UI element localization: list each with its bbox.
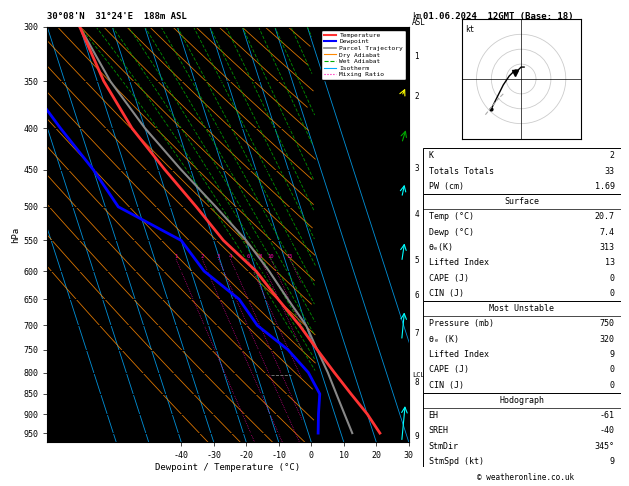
Text: EH: EH: [428, 411, 438, 420]
Text: 3: 3: [217, 254, 220, 259]
Text: 2: 2: [201, 254, 204, 259]
Text: 7.4: 7.4: [600, 228, 615, 237]
Text: 6: 6: [246, 254, 250, 259]
Bar: [423, 148, 621, 194]
Text: 1: 1: [174, 254, 177, 259]
Text: 9: 9: [610, 457, 615, 466]
Text: 1: 1: [415, 52, 419, 61]
Text: 8: 8: [415, 379, 419, 387]
Text: km: km: [412, 12, 421, 21]
Text: 345°: 345°: [595, 442, 615, 451]
Text: 30°08'N  31°24'E  188m ASL: 30°08'N 31°24'E 188m ASL: [47, 12, 187, 21]
Text: 2: 2: [610, 151, 615, 160]
Text: StmDir: StmDir: [428, 442, 459, 451]
Text: Surface: Surface: [504, 197, 539, 206]
Text: 0: 0: [610, 381, 615, 390]
Bar: [423, 393, 621, 469]
Text: Temp (°C): Temp (°C): [428, 212, 474, 222]
Text: CAPE (J): CAPE (J): [428, 274, 469, 282]
Text: ASL: ASL: [412, 18, 426, 28]
Y-axis label: hPa: hPa: [11, 226, 20, 243]
Text: Hodograph: Hodograph: [499, 396, 544, 405]
Text: 0: 0: [610, 274, 615, 282]
Text: -40: -40: [600, 426, 615, 435]
Text: Most Unstable: Most Unstable: [489, 304, 554, 313]
Text: Lifted Index: Lifted Index: [428, 259, 489, 267]
Text: 4: 4: [229, 254, 232, 259]
Text: 0: 0: [610, 365, 615, 374]
Legend: Temperature, Dewpoint, Parcel Trajectory, Dry Adiabat, Wet Adiabat, Isotherm, Mi: Temperature, Dewpoint, Parcel Trajectory…: [321, 30, 406, 80]
Text: θₑ (K): θₑ (K): [428, 335, 459, 344]
Text: © weatheronline.co.uk: © weatheronline.co.uk: [477, 473, 574, 482]
Text: 7: 7: [415, 330, 419, 338]
Text: SREH: SREH: [428, 426, 448, 435]
Text: Totals Totals: Totals Totals: [428, 167, 494, 175]
Text: CIN (J): CIN (J): [428, 289, 464, 298]
Text: StmSpd (kt): StmSpd (kt): [428, 457, 484, 466]
Text: 33: 33: [605, 167, 615, 175]
Bar: [423, 194, 621, 301]
Text: -61: -61: [600, 411, 615, 420]
Text: 0: 0: [610, 289, 615, 298]
Text: 6: 6: [415, 291, 419, 300]
Text: 1.69: 1.69: [595, 182, 615, 191]
Text: PW (cm): PW (cm): [428, 182, 464, 191]
Text: 320: 320: [600, 335, 615, 344]
Text: 01.06.2024  12GMT (Base: 18): 01.06.2024 12GMT (Base: 18): [423, 12, 573, 21]
Text: Mixing Ratio (g/kg): Mixing Ratio (g/kg): [434, 191, 443, 278]
Text: 13: 13: [605, 259, 615, 267]
Text: Lifted Index: Lifted Index: [428, 350, 489, 359]
Text: 313: 313: [600, 243, 615, 252]
Text: θₑ(K): θₑ(K): [428, 243, 454, 252]
Text: 8: 8: [259, 254, 262, 259]
Text: 20.7: 20.7: [595, 212, 615, 222]
Text: 9: 9: [415, 432, 419, 441]
Text: kt: kt: [465, 25, 474, 35]
Text: LCL: LCL: [413, 372, 425, 378]
Text: 15: 15: [287, 254, 293, 259]
X-axis label: Dewpoint / Temperature (°C): Dewpoint / Temperature (°C): [155, 463, 301, 472]
Text: 2: 2: [415, 92, 419, 101]
Text: 750: 750: [600, 319, 615, 329]
Text: 3: 3: [415, 164, 419, 173]
Text: 9: 9: [610, 350, 615, 359]
Text: CAPE (J): CAPE (J): [428, 365, 469, 374]
Text: K: K: [428, 151, 433, 160]
Text: Dewp (°C): Dewp (°C): [428, 228, 474, 237]
Text: CIN (J): CIN (J): [428, 381, 464, 390]
Bar: [423, 301, 621, 393]
Text: Pressure (mb): Pressure (mb): [428, 319, 494, 329]
Text: 10: 10: [267, 254, 274, 259]
Text: 5: 5: [415, 256, 419, 264]
Text: 4: 4: [415, 210, 419, 219]
